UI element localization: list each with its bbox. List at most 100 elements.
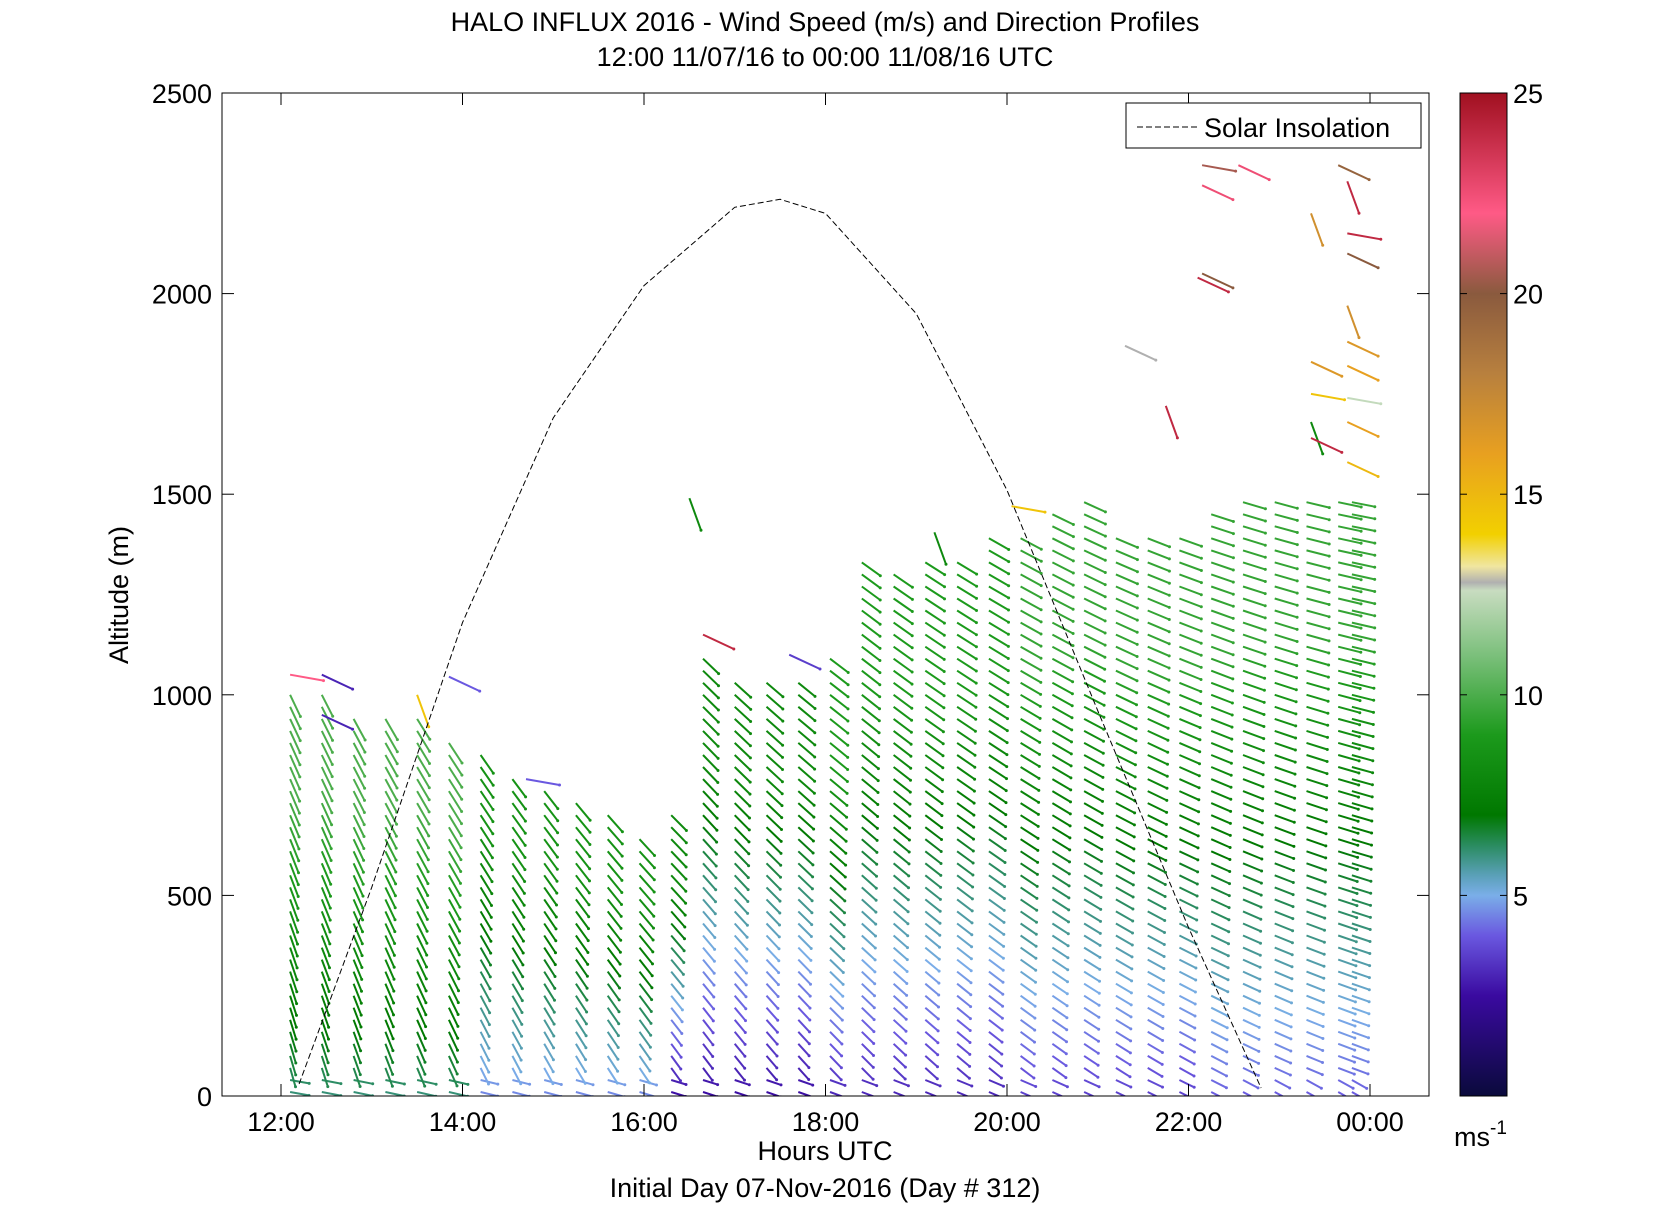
- wind-barb: [1274, 621, 1298, 631]
- wind-barb-head: [1034, 932, 1038, 936]
- wind-barb-head: [875, 862, 879, 866]
- wind-barb: [924, 754, 944, 769]
- wind-barb: [543, 959, 556, 978]
- wind-barb: [702, 995, 715, 1010]
- wind-barb-head: [553, 975, 557, 978]
- wind-barb: [1083, 790, 1103, 803]
- wind-barb-head: [1367, 1024, 1371, 1028]
- wind-barb: [511, 1031, 523, 1049]
- wind-barb: [1306, 609, 1330, 618]
- wind-barb-head: [1002, 1097, 1005, 1100]
- wind-barb: [797, 826, 815, 842]
- wind-barb: [733, 862, 750, 879]
- wind-barb-head: [1359, 614, 1363, 618]
- wind-barb-head: [491, 808, 495, 811]
- wind-barb-head: [1327, 651, 1331, 655]
- wind-barb: [448, 995, 459, 1015]
- wind-barb-head: [1355, 904, 1359, 908]
- wind-barb: [638, 1031, 652, 1048]
- wind-barb: [289, 947, 299, 969]
- wind-barb-head: [1231, 580, 1235, 584]
- wind-barb: [988, 645, 1009, 660]
- wind-barb: [733, 983, 747, 998]
- wind-barb-head: [326, 1073, 330, 1077]
- wind-barb: [702, 1007, 715, 1022]
- wind-barb-head: [1135, 655, 1139, 658]
- wind-barb-head: [746, 900, 750, 903]
- wind-barb: [448, 898, 461, 920]
- wind-barb: [448, 959, 460, 980]
- wind-barb: [512, 1079, 530, 1086]
- wind-barb-head: [491, 771, 495, 775]
- wind-barb-head: [1100, 847, 1104, 851]
- wind-barb-head: [298, 751, 302, 755]
- wind-barb-head: [459, 846, 463, 850]
- wind-barb-head: [877, 731, 881, 735]
- wind-barb: [733, 970, 747, 986]
- wind-barb-head: [1373, 505, 1377, 509]
- legend-box: [1125, 102, 1422, 149]
- wind-barb-head: [905, 958, 909, 962]
- wind-barb: [1306, 790, 1327, 799]
- wind-barb: [702, 802, 718, 819]
- wind-barb: [670, 970, 684, 987]
- wind-barb: [1178, 778, 1200, 789]
- wind-barb: [1115, 910, 1134, 922]
- wind-barb-head: [1129, 1097, 1132, 1100]
- wind-barb: [1337, 874, 1358, 883]
- wind-barb: [765, 766, 784, 783]
- wind-barb-head: [428, 762, 431, 765]
- wind-barb: [702, 657, 720, 675]
- wind-barb: [1242, 898, 1262, 909]
- wind-barb-head: [970, 909, 974, 913]
- wind-barb: [289, 874, 300, 897]
- wind-barb-head: [329, 847, 333, 851]
- wind-barb: [543, 983, 556, 1001]
- colorbar-tick-label: 20: [1513, 280, 1543, 310]
- wind-barb-head: [969, 969, 973, 973]
- wind-barb-head: [1256, 1086, 1260, 1090]
- wind-barb: [1179, 621, 1202, 632]
- wind-barb-head: [1003, 873, 1007, 876]
- wind-barb: [1179, 657, 1202, 669]
- wind-barb: [733, 898, 749, 915]
- wind-barb-head: [427, 822, 431, 826]
- wind-barb-head: [1290, 989, 1294, 993]
- wind-barb-head: [1353, 1000, 1357, 1004]
- wind-barb: [765, 682, 784, 698]
- wind-barb-head: [839, 1066, 843, 1070]
- wind-barb: [670, 898, 686, 916]
- wind-barb-head: [941, 742, 945, 746]
- wind-barb-head: [322, 679, 325, 683]
- wind-barb: [733, 1043, 746, 1057]
- wind-barb: [1210, 681, 1233, 692]
- wind-barb: [1242, 850, 1263, 860]
- wind-barb: [1242, 1067, 1259, 1077]
- wind-barb-head: [716, 781, 720, 784]
- wind-barb-head: [1295, 531, 1299, 534]
- wind-barb: [1274, 693, 1297, 703]
- wind-barb: [1242, 1042, 1260, 1053]
- wind-barb: [1051, 585, 1074, 599]
- wind-barb: [956, 585, 978, 600]
- wind-barb: [1051, 754, 1072, 767]
- wind-barb-head: [296, 906, 300, 910]
- wind-barb-head: [1259, 929, 1263, 933]
- wind-barb-head: [972, 789, 976, 793]
- wind-barb: [956, 802, 975, 816]
- wind-barb-head: [840, 1054, 844, 1058]
- wind-barb: [289, 911, 299, 933]
- wind-barb: [1242, 525, 1266, 535]
- wind-barb: [861, 994, 875, 1009]
- wind-barb-head: [975, 609, 978, 612]
- wind-barb: [1351, 1066, 1369, 1075]
- wind-barb: [765, 706, 784, 722]
- wind-barb: [1051, 814, 1071, 827]
- wind-barb-head: [971, 885, 975, 889]
- wind-barb: [924, 886, 942, 901]
- wind-barb: [988, 922, 1005, 936]
- wind-barb: [352, 1067, 362, 1087]
- wind-barb: [448, 838, 462, 861]
- wind-barb-head: [1372, 710, 1375, 714]
- wind-barb: [1274, 609, 1298, 619]
